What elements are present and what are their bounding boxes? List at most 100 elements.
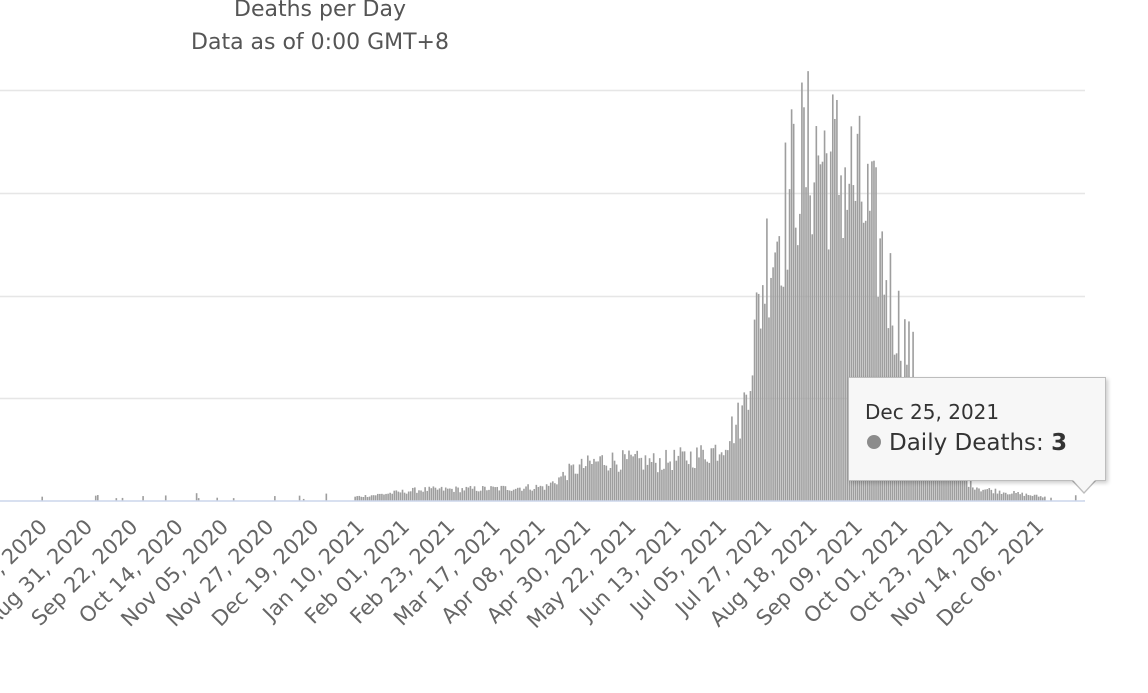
- bar[interactable]: [533, 489, 536, 501]
- bar[interactable]: [523, 488, 525, 501]
- bar[interactable]: [1021, 492, 1024, 501]
- bar[interactable]: [420, 490, 422, 501]
- bar[interactable]: [512, 489, 515, 501]
- bar[interactable]: [562, 471, 564, 501]
- bar[interactable]: [675, 460, 678, 501]
- bar[interactable]: [543, 489, 546, 501]
- bar[interactable]: [794, 227, 797, 501]
- bar[interactable]: [547, 485, 550, 501]
- bar[interactable]: [597, 461, 599, 501]
- bar[interactable]: [446, 488, 449, 501]
- bar[interactable]: [603, 464, 606, 501]
- bar[interactable]: [823, 130, 826, 501]
- bar[interactable]: [879, 238, 881, 501]
- bar[interactable]: [772, 267, 774, 501]
- bar[interactable]: [947, 463, 949, 501]
- bar[interactable]: [871, 161, 873, 502]
- bar[interactable]: [586, 455, 589, 501]
- bar[interactable]: [366, 497, 369, 501]
- bar[interactable]: [640, 457, 643, 501]
- bar[interactable]: [864, 220, 867, 501]
- bar[interactable]: [502, 485, 505, 501]
- bar[interactable]: [197, 498, 200, 501]
- bar[interactable]: [358, 495, 361, 501]
- bar[interactable]: [691, 467, 694, 501]
- bar[interactable]: [356, 496, 359, 501]
- bar[interactable]: [663, 468, 665, 501]
- bar[interactable]: [831, 94, 834, 501]
- bar[interactable]: [521, 490, 523, 501]
- bar[interactable]: [809, 195, 811, 502]
- bar[interactable]: [459, 492, 461, 501]
- bar[interactable]: [638, 458, 641, 501]
- bar[interactable]: [862, 222, 865, 501]
- bar[interactable]: [613, 460, 616, 501]
- bar[interactable]: [825, 153, 828, 501]
- bar[interactable]: [726, 450, 729, 501]
- bar[interactable]: [436, 489, 439, 501]
- bar[interactable]: [661, 469, 663, 501]
- bar[interactable]: [955, 472, 958, 501]
- bar[interactable]: [998, 490, 1001, 501]
- bar[interactable]: [753, 319, 756, 501]
- bar[interactable]: [580, 458, 583, 501]
- bar[interactable]: [780, 285, 783, 501]
- bar[interactable]: [733, 443, 735, 501]
- bar[interactable]: [644, 455, 647, 501]
- bar[interactable]: [992, 493, 995, 501]
- bar[interactable]: [426, 490, 429, 501]
- bar[interactable]: [405, 493, 408, 501]
- bar[interactable]: [866, 163, 869, 501]
- bar[interactable]: [477, 491, 480, 501]
- bar[interactable]: [432, 486, 435, 501]
- bar[interactable]: [716, 460, 719, 501]
- bar[interactable]: [949, 462, 951, 501]
- bar[interactable]: [535, 484, 538, 501]
- bar[interactable]: [430, 488, 433, 501]
- bar[interactable]: [510, 490, 513, 501]
- bar[interactable]: [424, 487, 426, 501]
- bar[interactable]: [399, 492, 402, 501]
- bar[interactable]: [774, 252, 776, 501]
- bar[interactable]: [755, 292, 758, 501]
- bar[interactable]: [685, 460, 688, 501]
- bar[interactable]: [492, 486, 494, 501]
- bar[interactable]: [490, 486, 492, 501]
- bar[interactable]: [778, 236, 781, 501]
- bar[interactable]: [1025, 493, 1028, 501]
- bar[interactable]: [1074, 495, 1077, 501]
- bar[interactable]: [537, 486, 540, 501]
- bar[interactable]: [473, 486, 476, 501]
- bar[interactable]: [325, 493, 328, 501]
- bar[interactable]: [372, 495, 375, 501]
- bar[interactable]: [834, 118, 836, 501]
- bar[interactable]: [624, 454, 626, 501]
- bar[interactable]: [969, 478, 972, 501]
- bar[interactable]: [216, 497, 219, 501]
- bar[interactable]: [848, 183, 851, 502]
- bar[interactable]: [1044, 496, 1046, 501]
- bar[interactable]: [1002, 492, 1005, 501]
- bar[interactable]: [875, 167, 877, 501]
- bar[interactable]: [790, 109, 793, 501]
- bar[interactable]: [387, 493, 389, 501]
- bar[interactable]: [558, 477, 560, 501]
- bar[interactable]: [953, 461, 956, 501]
- bar[interactable]: [479, 490, 482, 501]
- bar[interactable]: [803, 107, 805, 501]
- bar[interactable]: [873, 160, 875, 501]
- bar[interactable]: [782, 286, 785, 501]
- bar[interactable]: [584, 466, 587, 501]
- bar[interactable]: [115, 498, 118, 501]
- bar[interactable]: [996, 493, 999, 501]
- bar[interactable]: [994, 488, 997, 501]
- bar[interactable]: [813, 182, 816, 502]
- bar[interactable]: [630, 454, 632, 501]
- bar[interactable]: [414, 487, 416, 501]
- bar[interactable]: [980, 491, 982, 501]
- bar[interactable]: [1009, 494, 1011, 501]
- bar[interactable]: [549, 482, 552, 501]
- bar[interactable]: [737, 402, 739, 501]
- bar[interactable]: [642, 469, 645, 501]
- bar[interactable]: [784, 142, 787, 502]
